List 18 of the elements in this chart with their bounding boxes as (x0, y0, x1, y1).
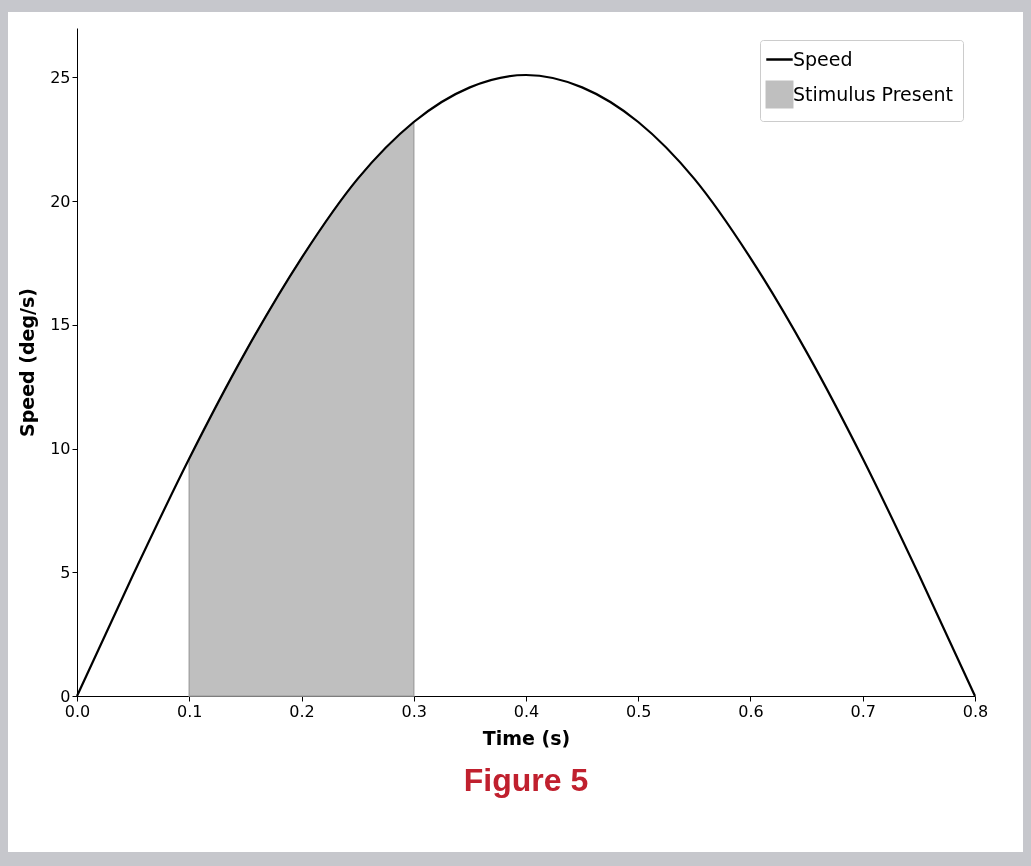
y-tick-label: 5 (60, 562, 71, 582)
x-tick-label: 0.4 (513, 701, 540, 721)
x-tick-label: 0.5 (626, 701, 652, 721)
x-tick-label: 0.3 (401, 701, 427, 721)
y-tick-label: 20 (50, 191, 71, 211)
y-tick-label: 10 (50, 439, 71, 459)
y-axis-title: Speed (deg/s) (16, 288, 39, 437)
caption: Figure 5 (463, 762, 589, 798)
y-tick-label: 15 (50, 315, 71, 335)
x-axis-title: Time (s) (482, 726, 571, 749)
y-tick-label: 25 (50, 67, 71, 87)
x-tick-label: 0.8 (962, 701, 989, 721)
legend-label: Stimulus Present (793, 82, 953, 105)
x-tick-label: 0.1 (177, 701, 203, 721)
x-tick-label: 0.7 (850, 701, 876, 721)
x-tick-label: 0.6 (738, 701, 764, 721)
x-tick-label: 0.2 (289, 701, 315, 721)
legend-label: Speed (793, 47, 853, 70)
